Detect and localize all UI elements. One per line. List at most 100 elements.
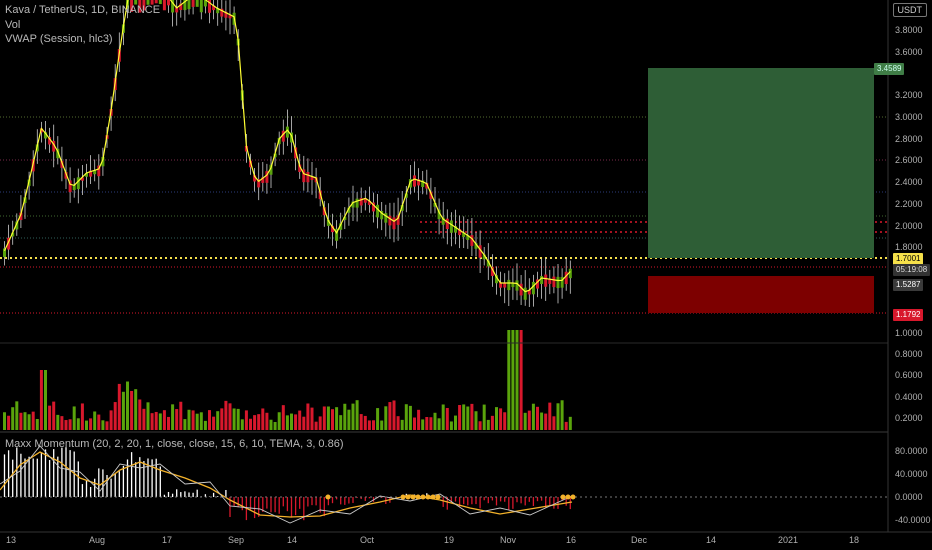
- candle-body: [306, 172, 310, 183]
- volume-indicator-label[interactable]: Vol: [5, 19, 21, 31]
- stop-price-tag: 1.1792: [893, 309, 924, 321]
- candle-body: [372, 202, 375, 212]
- volume-bar: [519, 330, 523, 430]
- volume-bar: [224, 400, 228, 430]
- symbol-title[interactable]: Kava / TetherUS, 1D, BINANCE: [5, 4, 161, 16]
- signal-dot: [410, 494, 416, 500]
- volume-bar: [212, 416, 216, 430]
- candle-body: [228, 15, 232, 19]
- volume-bar: [126, 381, 129, 430]
- candle-body: [89, 170, 93, 177]
- candle-body: [429, 191, 433, 199]
- price-tick: 2.0000: [895, 221, 923, 231]
- momentum-tick: 0.0000: [895, 492, 923, 502]
- candle-body: [433, 202, 437, 207]
- candle-body: [404, 193, 408, 198]
- volume-bar: [109, 410, 113, 430]
- candle-body: [396, 215, 400, 225]
- candle-body: [339, 223, 343, 230]
- volume-bar: [314, 421, 318, 430]
- volume-bar: [183, 419, 187, 430]
- candle-body: [68, 180, 72, 193]
- candle-body: [449, 220, 453, 233]
- candle-body: [445, 218, 449, 230]
- volume-bar: [568, 416, 572, 430]
- volume-bar: [376, 408, 380, 430]
- volume-tick: 0.2000: [895, 413, 923, 423]
- volume-bar: [187, 409, 191, 430]
- volume-bar: [490, 415, 494, 430]
- volume-bar: [462, 404, 466, 430]
- candle-body: [560, 277, 564, 288]
- volume-bar: [162, 410, 166, 430]
- volume-bar: [117, 383, 121, 430]
- candle-body: [7, 237, 11, 250]
- volume-bar: [548, 402, 552, 430]
- volume-bar: [31, 411, 35, 430]
- candle-body: [162, 0, 166, 11]
- currency-badge[interactable]: USDT: [892, 3, 927, 17]
- time-tick: 19: [444, 535, 455, 545]
- candle-body: [199, 0, 203, 13]
- volume-bar: [351, 403, 355, 430]
- volume-bar: [7, 415, 11, 430]
- candle-body: [437, 209, 441, 220]
- momentum-indicator-label[interactable]: Maxx Momentum (20, 2, 20, 1, close, clos…: [5, 438, 344, 450]
- volume-bar: [244, 410, 248, 430]
- candle-body: [388, 215, 392, 226]
- volume-bar: [470, 403, 474, 430]
- volume-bar: [458, 405, 462, 430]
- volume-bar: [388, 402, 392, 430]
- candle-body: [310, 176, 314, 181]
- candle-body: [146, 0, 150, 5]
- candle-body: [413, 175, 416, 187]
- volume-bar: [380, 420, 384, 430]
- candle-body: [499, 282, 503, 288]
- volume-bar: [64, 420, 68, 430]
- volume-bar: [236, 408, 240, 430]
- volume-bar: [404, 404, 408, 430]
- volume-bar: [425, 416, 429, 430]
- candle-body: [302, 169, 306, 183]
- momentum-tick: -40.0000: [895, 515, 931, 525]
- candle-body: [179, 3, 183, 11]
- volume-bar: [261, 408, 265, 430]
- volume-bar: [322, 406, 326, 430]
- candle-body: [376, 204, 380, 218]
- candle-body: [265, 171, 269, 183]
- momentum-line: [0, 445, 573, 524]
- candle-body: [408, 179, 412, 188]
- candle-body: [138, 0, 142, 13]
- volume-bar: [257, 414, 261, 430]
- candle-body: [490, 266, 494, 276]
- volume-bar: [335, 407, 339, 430]
- candle-body: [486, 260, 490, 267]
- volume-bar: [355, 400, 359, 430]
- candle-body: [76, 177, 80, 190]
- volume-bar: [429, 417, 433, 430]
- candle-body: [523, 287, 527, 300]
- vwap-indicator-label[interactable]: VWAP (Session, hlc3): [5, 33, 113, 45]
- volume-bar: [27, 414, 31, 430]
- signal-dot: [405, 494, 411, 500]
- candle-body: [458, 229, 462, 236]
- volume-bar: [396, 416, 400, 430]
- volume-tick: 1.0000: [895, 328, 923, 338]
- candle-body: [150, 0, 154, 5]
- candle-body: [478, 245, 482, 258]
- volume-bar: [523, 412, 527, 430]
- momentum-tick: 80.0000: [895, 446, 928, 456]
- candle-body: [134, 0, 138, 5]
- volume-bar: [85, 420, 88, 430]
- candle-body: [216, 8, 220, 14]
- candle-body: [347, 207, 351, 213]
- candle-body: [326, 219, 330, 226]
- volume-bar: [179, 401, 183, 430]
- volume-bar: [437, 418, 441, 430]
- volume-bar: [80, 403, 84, 430]
- volume-bar: [433, 412, 437, 430]
- candle-body: [44, 132, 47, 139]
- time-tick: 18: [849, 535, 860, 545]
- candle-body: [536, 279, 539, 289]
